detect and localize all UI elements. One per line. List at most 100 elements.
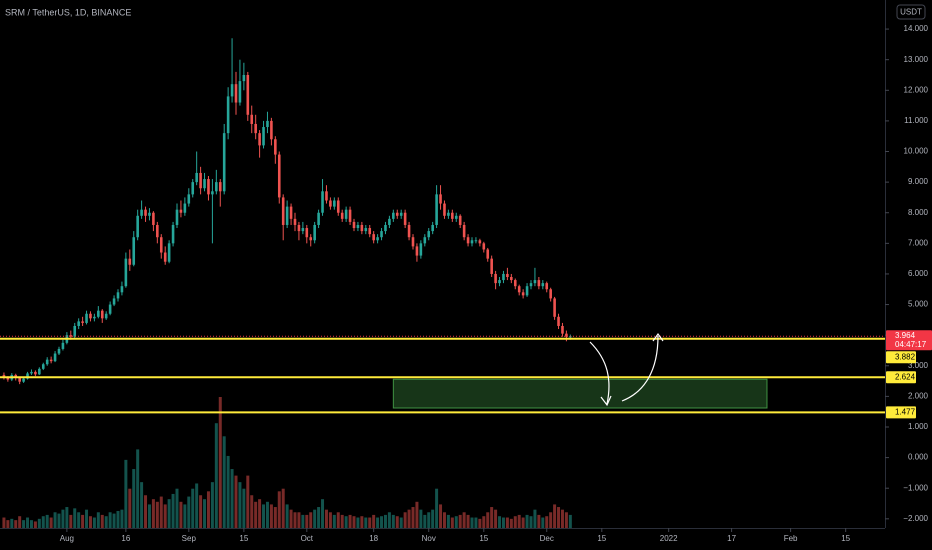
candle-body bbox=[140, 209, 143, 216]
candle-body bbox=[482, 243, 486, 250]
target-zone bbox=[392, 378, 768, 409]
candle-body bbox=[293, 218, 297, 225]
x-tick-label: 18 bbox=[369, 534, 378, 543]
candle-body bbox=[443, 203, 446, 216]
volume-bar bbox=[328, 512, 332, 528]
candle-body bbox=[163, 252, 167, 262]
candle-body bbox=[120, 286, 124, 293]
candle-body bbox=[395, 212, 399, 216]
candle-body bbox=[415, 246, 419, 256]
candle-body bbox=[6, 377, 10, 380]
volume-bar bbox=[454, 516, 458, 528]
volume-bar bbox=[336, 512, 340, 528]
volume-bar bbox=[317, 507, 321, 528]
last-price-box bbox=[886, 330, 932, 351]
candle-body bbox=[30, 371, 33, 374]
candle-body bbox=[41, 364, 45, 369]
volume-bar bbox=[147, 504, 151, 528]
volume-bar bbox=[557, 507, 561, 528]
y-tick-label: 2.000 bbox=[908, 391, 929, 400]
currency-button-label[interactable]: USDT bbox=[900, 8, 922, 17]
volume-bar bbox=[179, 501, 183, 528]
volume-bar bbox=[144, 495, 148, 528]
volume-bar bbox=[494, 509, 498, 528]
x-tick-label: 15 bbox=[597, 534, 606, 543]
volume-bar bbox=[564, 512, 568, 528]
volume-bar bbox=[195, 483, 199, 528]
candle-body bbox=[203, 179, 206, 189]
candle-body bbox=[53, 353, 57, 362]
candle-body bbox=[333, 200, 336, 207]
candle-body bbox=[427, 231, 431, 238]
candle-body bbox=[533, 280, 537, 284]
y-tick-label: 9.000 bbox=[908, 177, 929, 186]
volume-bar bbox=[77, 512, 81, 528]
candle-body bbox=[230, 84, 234, 97]
candle-body bbox=[57, 348, 61, 354]
volume-bar bbox=[466, 514, 470, 528]
volume-bar bbox=[368, 517, 372, 528]
volume-bar bbox=[356, 517, 360, 528]
volume-bar bbox=[442, 512, 446, 528]
volume-bar bbox=[301, 514, 305, 528]
candle-body bbox=[348, 209, 352, 222]
candle-body bbox=[380, 231, 383, 238]
volume-bar bbox=[262, 504, 266, 528]
y-tick-label: 5.000 bbox=[908, 300, 929, 309]
candle-body bbox=[553, 298, 556, 317]
candle-body bbox=[2, 374, 6, 378]
volume-bar bbox=[533, 509, 537, 528]
volume-bar bbox=[419, 509, 423, 528]
y-tick-label: 12.000 bbox=[904, 85, 929, 94]
volume-bar bbox=[376, 517, 380, 528]
candle-body bbox=[144, 209, 147, 216]
volume-bar bbox=[88, 516, 92, 528]
currency-button[interactable] bbox=[896, 4, 926, 20]
volume-bar bbox=[155, 501, 159, 528]
x-tick-label: 2022 bbox=[660, 534, 678, 543]
volume-bar bbox=[553, 504, 557, 528]
volume-bar bbox=[486, 512, 490, 528]
candle-body bbox=[218, 182, 222, 192]
candle-body bbox=[211, 191, 214, 195]
volume-bar bbox=[269, 504, 273, 528]
candle-body bbox=[513, 280, 517, 287]
volume-bar bbox=[309, 512, 313, 528]
volume-bar bbox=[218, 397, 222, 528]
volume-bar bbox=[10, 518, 14, 528]
volume-bar bbox=[246, 475, 250, 528]
volume-bar bbox=[2, 517, 6, 528]
candle-body bbox=[376, 237, 379, 241]
volume-bar bbox=[210, 482, 214, 528]
candle-body bbox=[112, 298, 116, 305]
volume-bar bbox=[403, 512, 407, 528]
volume-bar bbox=[395, 516, 399, 528]
volume-bar bbox=[324, 509, 328, 528]
volume-bar bbox=[258, 499, 262, 528]
candle-body bbox=[419, 243, 423, 256]
volume-bar bbox=[151, 499, 155, 528]
candle-body bbox=[529, 283, 533, 287]
candle-body bbox=[297, 224, 301, 232]
y-tick-label: 14.000 bbox=[904, 24, 929, 33]
y-tick-label: 10.000 bbox=[904, 147, 929, 156]
candle-body bbox=[510, 277, 513, 281]
candle-body bbox=[49, 359, 53, 362]
candle-body bbox=[372, 234, 375, 241]
volume-bar bbox=[490, 507, 494, 528]
volume-bar bbox=[140, 482, 144, 528]
volume-bar bbox=[96, 512, 100, 528]
volume-bar bbox=[281, 488, 285, 528]
y-tick-label: −1.000 bbox=[903, 483, 928, 492]
volume-bar bbox=[387, 512, 391, 528]
volume-bar bbox=[57, 513, 61, 528]
volume-bar bbox=[163, 504, 167, 528]
candle-body bbox=[266, 120, 269, 128]
volume-bar bbox=[203, 499, 207, 528]
candle-body bbox=[470, 240, 474, 244]
candle-body bbox=[159, 237, 163, 253]
volume-bar bbox=[568, 514, 572, 528]
volume-bar bbox=[226, 455, 230, 528]
